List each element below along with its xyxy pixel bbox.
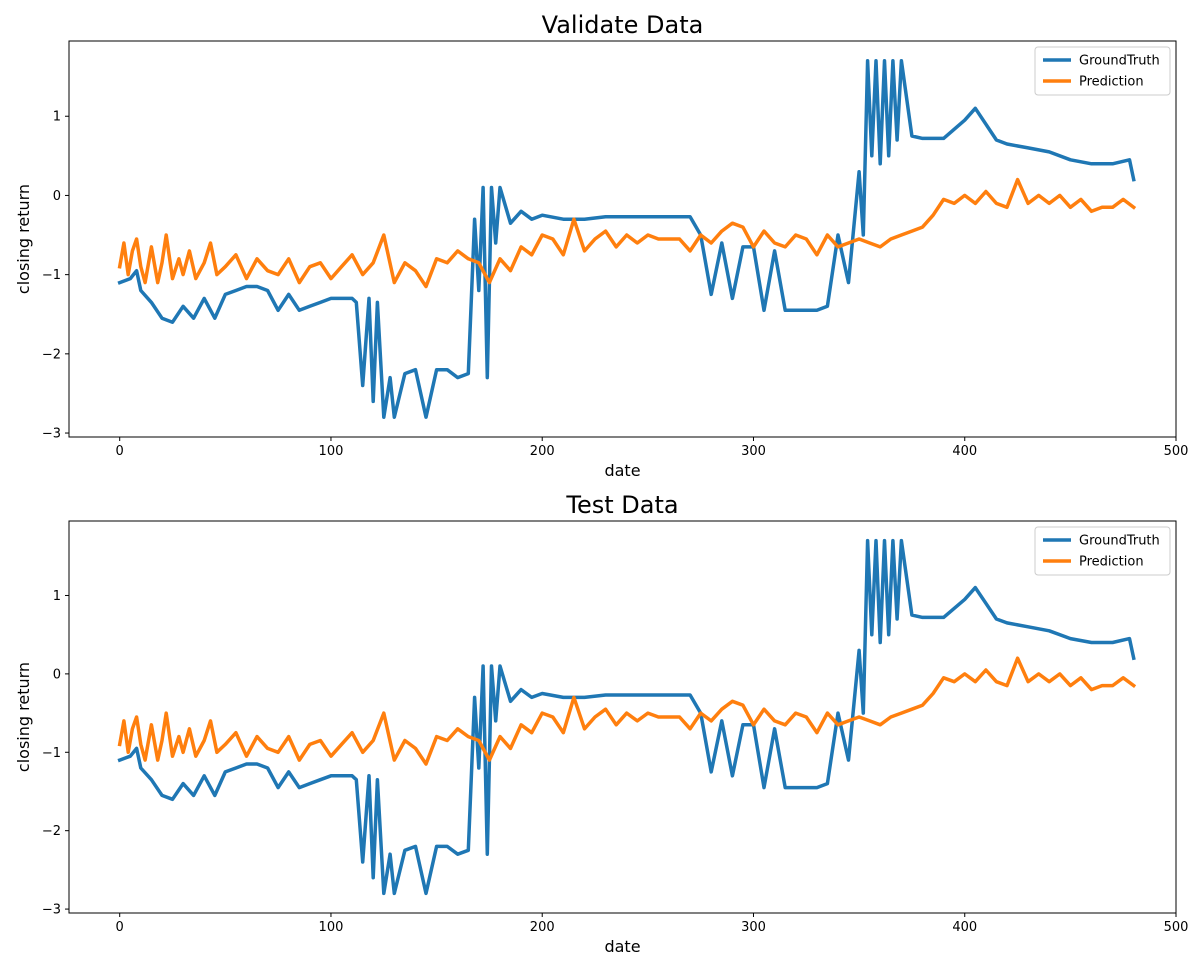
y-tick-label: 1	[53, 589, 61, 604]
chart-1: 0 100 200 300 400 500 −3 −2 −1 0 1 Validate Data dat…	[14, 11, 1188, 480]
series-line-groundtruth	[117, 538, 1136, 896]
legend-label-prediction: Prediction	[1079, 555, 1144, 570]
y-tick-label: 1	[53, 110, 61, 125]
chart-title: Test Data	[565, 491, 678, 519]
y-axis-label: closing return	[14, 184, 33, 294]
x-tick-label: 100	[319, 920, 344, 935]
x-tick-label: 0	[116, 444, 124, 459]
x-tick-label: 0	[116, 920, 124, 935]
y-tick-label: −1	[42, 268, 61, 283]
legend: GroundTruth Prediction	[1034, 526, 1171, 576]
legend: GroundTruth Prediction	[1034, 46, 1171, 96]
y-axis-label: closing return	[14, 662, 33, 772]
y-tick-label: −2	[42, 347, 61, 362]
x-tick-label: 500	[1164, 920, 1189, 935]
x-tick-label: 400	[952, 920, 977, 935]
legend-label-groundtruth: GroundTruth	[1079, 54, 1160, 69]
x-tick-label: 500	[1164, 444, 1189, 459]
x-axis-label: date	[604, 937, 640, 956]
y-tick-label: −3	[42, 903, 61, 918]
legend-label-prediction: Prediction	[1079, 75, 1144, 90]
x-tick-label: 200	[530, 920, 555, 935]
chart-title: Validate Data	[542, 11, 704, 39]
x-tick-label: 300	[741, 444, 766, 459]
x-tick-label: 400	[952, 444, 977, 459]
x-tick-label: 100	[319, 444, 344, 459]
x-axis-label: date	[604, 461, 640, 480]
x-tick-label: 300	[741, 920, 766, 935]
series-line-groundtruth	[117, 59, 1136, 419]
legend-label-groundtruth: GroundTruth	[1079, 534, 1160, 549]
chart-2: 0 100 200 300 400 500 −3 −2 −1 0 1 Test Data date clo…	[14, 491, 1188, 956]
y-tick-label: 0	[53, 189, 61, 204]
x-tick-label: 200	[530, 444, 555, 459]
series-line-prediction	[117, 177, 1137, 289]
series-line-prediction	[117, 656, 1137, 766]
series-group	[117, 538, 1137, 896]
y-tick-label: −1	[42, 746, 61, 761]
y-tick-label: 0	[53, 667, 61, 682]
y-tick-label: −2	[42, 824, 61, 839]
series-group	[117, 59, 1137, 419]
y-tick-label: −3	[42, 427, 61, 442]
